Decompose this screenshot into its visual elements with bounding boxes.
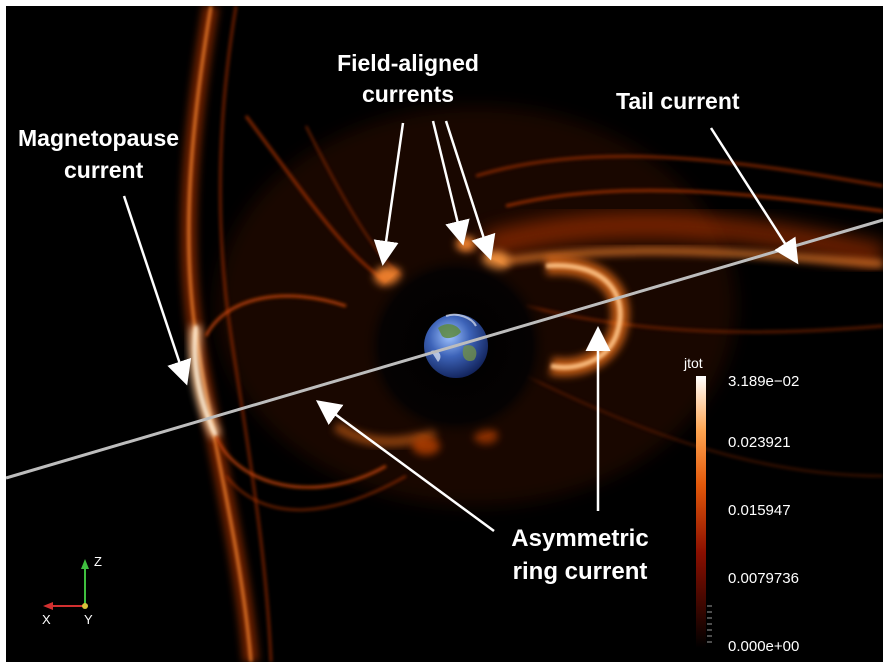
- asymmetric-label-line2: ring current: [513, 558, 648, 585]
- tail-current-glow: [475, 154, 883, 477]
- arrow-field-aligned-1: [373, 122, 405, 266]
- plot-canvas: Field-aligned currents Tail current Magn…: [6, 6, 883, 662]
- colorbar-tick-min: 0.000e+00: [728, 638, 799, 655]
- arrow-field-aligned-2: [431, 120, 470, 246]
- colorbar-tick-2: 0.023921: [728, 434, 791, 451]
- arrow-field-aligned-3: [444, 120, 496, 261]
- colorbar-minor-ticks: [707, 605, 712, 643]
- tail-current-label: Tail current: [616, 88, 740, 114]
- current-systems-visualization: Field-aligned currents Tail current Magn…: [6, 6, 883, 662]
- magnetopause-current-glow: [180, 6, 273, 662]
- arrow-magnetopause-current: [122, 195, 192, 386]
- colorbar-title: jtot: [683, 355, 703, 371]
- magnetopause-label-line1: Magnetopause: [18, 125, 179, 151]
- colorbar-tick-3: 0.015947: [728, 502, 791, 519]
- colorbar: jtot 3.189e−02 0.023921 0.015947 0.00797…: [683, 355, 799, 655]
- arrow-tail-current: [709, 127, 799, 265]
- arrow-ring-current-left: [315, 400, 495, 533]
- axis-y-label: Y: [84, 612, 93, 627]
- magnetopause-label-line2: current: [64, 157, 144, 183]
- colorbar-gradient: [696, 376, 706, 648]
- axis-z-label: Z: [94, 554, 102, 569]
- field-aligned-label-line2: currents: [362, 81, 454, 107]
- axes-triad-icon: Z X Y: [42, 554, 102, 627]
- colorbar-tick-max: 3.189e−02: [728, 373, 799, 390]
- asymmetric-label-line1: Asymmetric: [511, 525, 648, 552]
- colorbar-tick-4: 0.0079736: [728, 570, 799, 587]
- axis-x-label: X: [42, 612, 51, 627]
- field-aligned-label-line1: Field-aligned: [337, 50, 479, 76]
- annotation-arrows: [122, 120, 799, 533]
- sun-earth-line: [6, 218, 883, 480]
